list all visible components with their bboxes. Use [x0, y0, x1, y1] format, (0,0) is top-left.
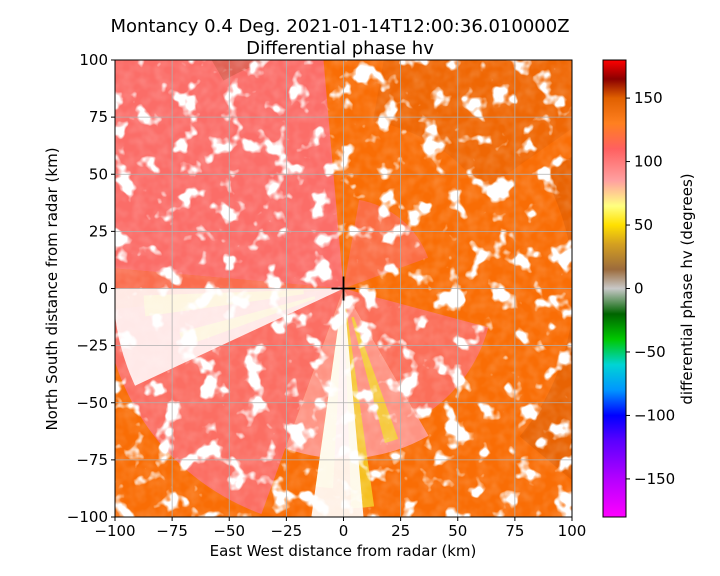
x-tick-label: 25 — [391, 522, 410, 540]
y-tick-label: 75 — [89, 108, 108, 126]
radar-location-marker — [331, 276, 356, 301]
colorbar-ticks: 150 100 50 0 −50 −100 −150 — [626, 89, 675, 488]
colorbar-label: differential phase hv (degrees) — [678, 173, 696, 404]
plot-area — [114, 59, 573, 518]
colorbar-tick-label: −100 — [634, 406, 675, 424]
y-tick-label: −25 — [76, 337, 108, 355]
x-tick-label: −25 — [271, 522, 303, 540]
colorbar-tick-label: −50 — [634, 343, 666, 361]
x-tick-label: 50 — [448, 522, 467, 540]
colorbar: 150 100 50 0 −50 −100 −150 — [602, 59, 675, 518]
y-tick-label: 100 — [79, 51, 108, 69]
x-tick-label: 75 — [505, 522, 524, 540]
colorbar-tick-label: 0 — [634, 280, 644, 298]
colorbar-tick-label: −150 — [634, 470, 675, 488]
x-tick-label: −100 — [94, 522, 135, 540]
y-tick-label: 50 — [89, 165, 108, 183]
y-tick-label: −100 — [67, 508, 108, 526]
y-axis-label: North South distance from radar (km) — [43, 147, 61, 430]
chart-title-line1: Montancy 0.4 Deg. 2021-01-14T12:00:36.01… — [110, 16, 569, 37]
y-tick-label: −50 — [76, 394, 108, 412]
x-tick-label: −50 — [213, 522, 245, 540]
x-tick-label: 0 — [339, 522, 349, 540]
y-tick-label: 0 — [98, 280, 108, 298]
colorbar-tick-label: 100 — [634, 153, 663, 171]
x-axis-ticks: −100 −75 −50 −25 0 25 50 75 100 — [94, 517, 586, 540]
x-tick-label: −75 — [156, 522, 188, 540]
y-tick-label: 25 — [89, 222, 108, 240]
colorbar-tick-label: 150 — [634, 89, 663, 107]
y-tick-label: −75 — [76, 451, 108, 469]
x-axis-label: East West distance from radar (km) — [210, 542, 477, 560]
chart-title-line2: Differential phase hv — [246, 38, 434, 59]
x-tick-label: 100 — [558, 522, 587, 540]
colorbar-tick-label: 50 — [634, 216, 653, 234]
colorbar-fill — [602, 59, 627, 518]
y-axis-ticks: −100 −75 −50 −25 0 25 50 75 100 — [67, 51, 115, 526]
